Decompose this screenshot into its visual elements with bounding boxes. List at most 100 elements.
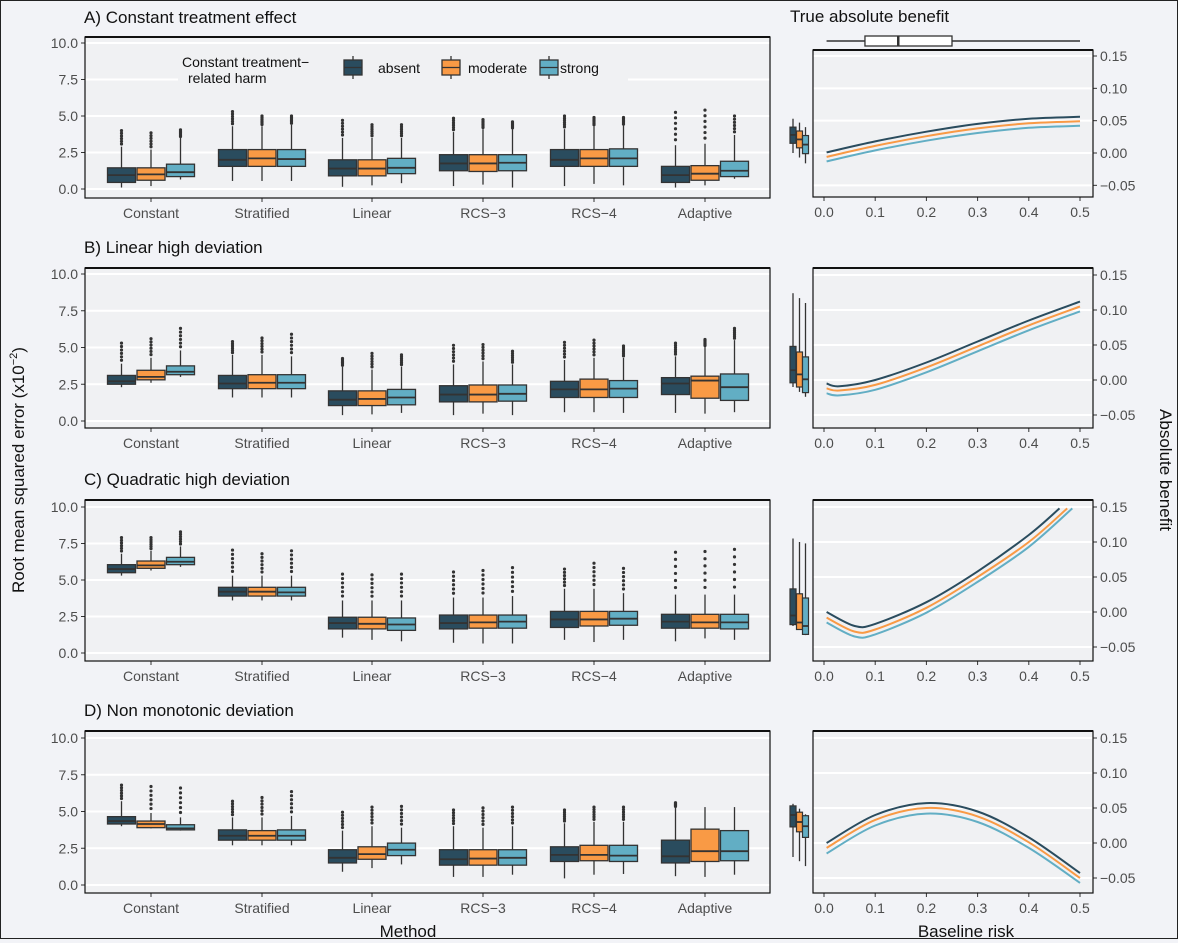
outlier-point: [481, 812, 485, 817]
box-iqr: [136, 369, 166, 381]
x-tick-label: 0.5: [1070, 204, 1090, 220]
box-iqr: [549, 148, 580, 168]
x-tick-label: 0.3: [968, 435, 988, 451]
y-tick-label: 0.15: [1100, 267, 1127, 283]
x-tick-label: 0.0: [814, 900, 834, 916]
y-tick-label: 0.0: [59, 877, 79, 893]
outlier-point: [230, 342, 235, 346]
outlier-point: [451, 350, 456, 354]
legend-label-strong: strong: [560, 60, 599, 76]
benefit-line-moderate: [826, 507, 1068, 634]
x-tick-label: RCS−3: [460, 900, 506, 916]
y-tick-label: 5.0: [59, 572, 79, 588]
outlier-point: [149, 542, 153, 546]
method-x-axis-label: Method: [380, 922, 437, 938]
outlier-point: [149, 139, 153, 143]
outlier-point: [260, 802, 264, 806]
outlier-point: [230, 112, 235, 116]
outlier-point: [370, 362, 374, 366]
marginal-box-moderate: [795, 351, 804, 388]
outlier-point: [399, 818, 404, 823]
x-tick-label: 0.4: [1019, 900, 1039, 916]
outlier-point: [703, 549, 707, 554]
outlier-point: [119, 541, 124, 545]
box-strong: [719, 114, 750, 179]
outlier-point: [230, 340, 235, 344]
outlier-point: [592, 561, 596, 565]
panels: A) Constant treatment effect 0.0 2.5 5.0 7.5…: [51, 8, 1136, 916]
outlier-point: [732, 123, 737, 128]
outlier-point: [149, 798, 153, 802]
outlier-point: [510, 818, 515, 822]
outlier-point: [230, 114, 235, 119]
outlier-point: [149, 544, 153, 549]
box-iqr: [276, 374, 307, 390]
y-tick-label: −0.05: [1100, 639, 1136, 655]
outlier-point: [119, 794, 124, 798]
outlier-point: [562, 815, 567, 819]
outlier-point: [592, 815, 596, 819]
outlier-point: [340, 124, 345, 128]
x-tick-label: 0.4: [1019, 435, 1039, 451]
x-tick-label: 0.0: [814, 435, 834, 451]
panel-row-b: B) Linear high deviation 0.0 2.5 5.0 7.5 10.0…: [51, 238, 1136, 451]
box-absent: [438, 343, 469, 416]
box-absent: [438, 808, 469, 877]
box-moderate: [468, 806, 498, 877]
outlier-point: [178, 791, 183, 795]
outlier-point: [260, 347, 264, 351]
outlier-point: [178, 786, 183, 790]
outlier-point: [562, 340, 567, 344]
outlier-point: [673, 132, 678, 136]
outlier-point: [510, 356, 515, 360]
outlier-point: [289, 114, 294, 118]
outlier-point: [703, 557, 707, 561]
x-tick-label: 0.1: [865, 668, 885, 684]
outlier-point: [260, 336, 264, 340]
box-absent: [438, 116, 469, 187]
outlier-point: [119, 137, 124, 141]
outlier-point: [481, 345, 485, 349]
outlier-point: [260, 339, 264, 343]
outlier-point: [178, 805, 183, 810]
box-strong: [276, 332, 307, 398]
outlier-point: [481, 819, 485, 823]
box-strong: [165, 128, 196, 180]
outlier-point: [260, 799, 264, 803]
outlier-point: [119, 549, 124, 553]
outlier-point: [562, 114, 567, 118]
rmse-y-axis-label-end: ): [9, 347, 28, 353]
box-absent: [660, 110, 691, 188]
outlier-point: [621, 587, 626, 591]
y-tick-label: 0.10: [1100, 80, 1127, 96]
x-tick-label: Linear: [353, 668, 392, 684]
y-tick-label: 7.5: [59, 72, 79, 88]
outlier-point: [260, 812, 264, 816]
outlier-point: [399, 129, 404, 133]
outlier-point: [621, 817, 626, 821]
outlier-point: [451, 574, 456, 578]
outlier-point: [340, 813, 345, 817]
plot-background: [813, 731, 1093, 893]
legend: Constant treatment−related harm absent mod…: [178, 52, 628, 86]
box-iqr: [468, 849, 498, 866]
outlier-point: [732, 117, 737, 121]
x-tick-label: 0.5: [1070, 900, 1090, 916]
outlier-point: [399, 590, 404, 594]
outlier-point: [621, 810, 626, 814]
marginal-box-moderate: [795, 593, 804, 631]
outlier-point: [592, 812, 596, 817]
outlier-point: [703, 337, 707, 342]
outlier-point: [673, 557, 678, 561]
x-tick-label: RCS−3: [460, 435, 506, 451]
outlier-point: [370, 577, 374, 581]
outlier-point: [230, 807, 235, 811]
box-strong: [608, 344, 639, 413]
box-iqr: [276, 148, 307, 168]
x-tick-label: RCS−4: [571, 205, 617, 221]
outlier-point: [399, 134, 404, 138]
outlier-point: [451, 356, 456, 360]
outlier-point: [289, 810, 294, 814]
box-absent: [660, 341, 691, 413]
box-iqr: [386, 157, 417, 175]
